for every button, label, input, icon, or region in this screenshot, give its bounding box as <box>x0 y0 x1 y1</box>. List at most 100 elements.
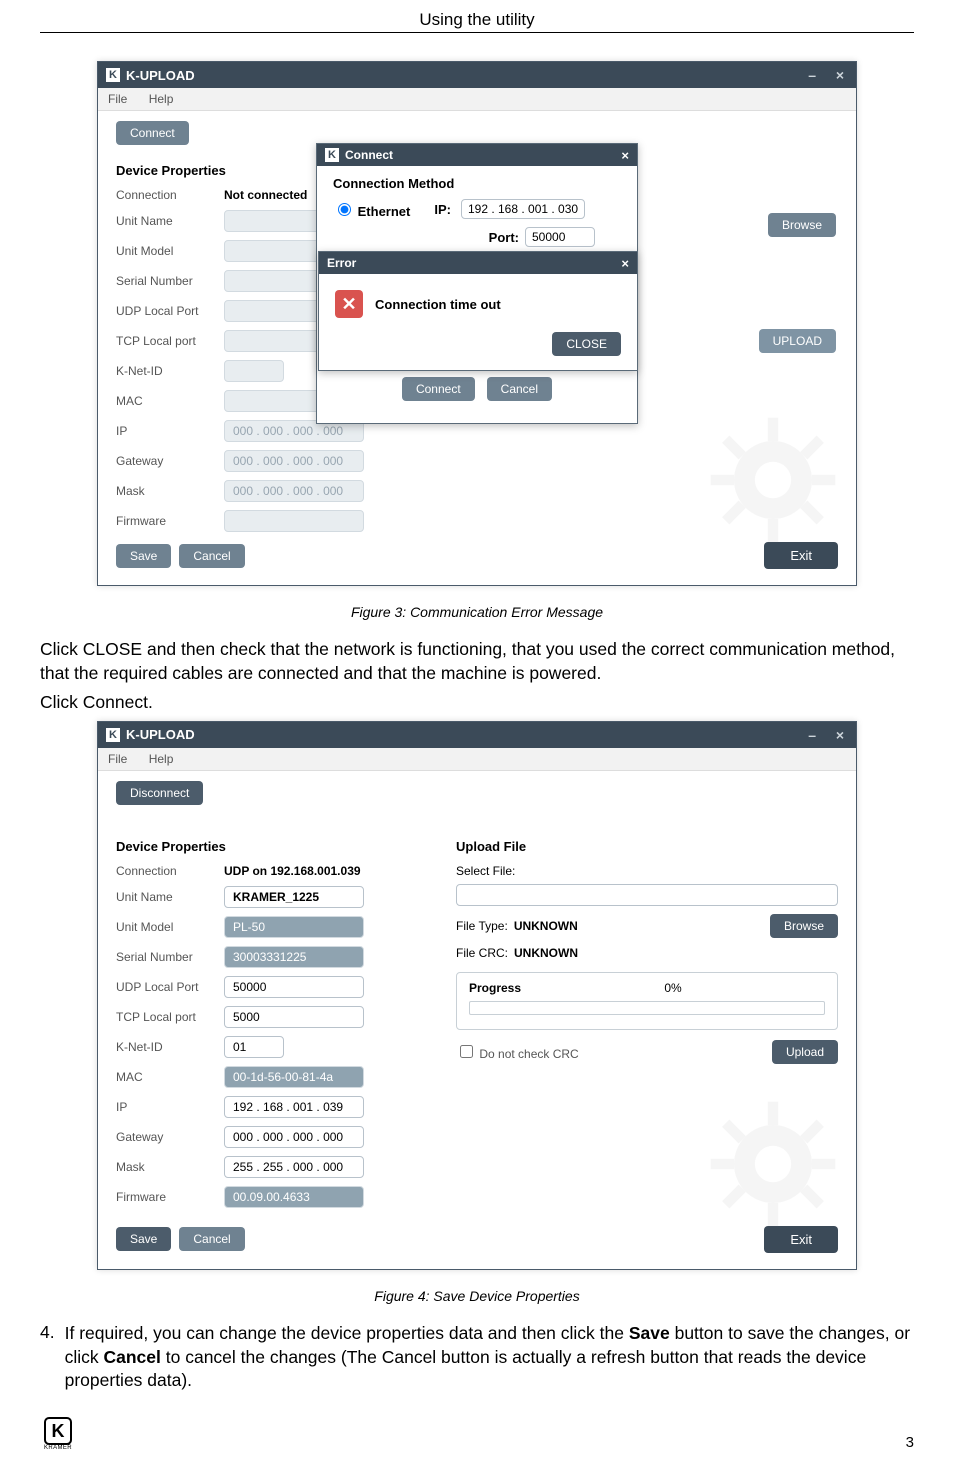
tcp-field-2[interactable]: 5000 <box>224 1006 364 1028</box>
tcp-label-2: TCP Local port <box>116 1010 224 1024</box>
exit-button-2[interactable]: Exit <box>764 1226 838 1253</box>
instruction-para-1: Click CLOSE and then check that the netw… <box>40 638 914 685</box>
ip-field-2[interactable]: 192 . 168 . 001 . 039 <box>224 1096 364 1118</box>
unit-name-field-2[interactable]: KRAMER_1225 <box>224 886 364 908</box>
error-message: Connection time out <box>375 297 501 312</box>
kramer-logo: K KRAMER <box>40 1407 76 1451</box>
mac-label: MAC <box>116 394 224 408</box>
mask-label: Mask <box>116 484 224 498</box>
browse-button[interactable]: Browse <box>768 213 836 237</box>
unit-model-label: Unit Model <box>116 244 224 258</box>
ethernet-radio[interactable]: Ethernet <box>333 200 410 219</box>
firmware-label-2: Firmware <box>116 1190 224 1204</box>
progress-box: Progress 0% <box>456 972 838 1030</box>
progress-label: Progress <box>469 981 521 995</box>
connect-modal-cancel-button[interactable]: Cancel <box>487 377 552 401</box>
ethernet-label: Ethernet <box>358 204 411 219</box>
gear-bg-icon-2 <box>708 1099 838 1229</box>
connection-method-heading: Connection Method <box>333 176 621 191</box>
browse-button-2[interactable]: Browse <box>770 914 838 938</box>
tcp-label: TCP Local port <box>116 334 224 348</box>
connect-dialog-logo-icon: K <box>325 148 339 162</box>
page-title: Using the utility <box>40 10 914 30</box>
port-input[interactable] <box>525 227 595 247</box>
error-icon: ✕ <box>335 290 363 318</box>
knet-label-2: K-Net-ID <box>116 1040 224 1054</box>
unit-model-field-2: PL-50 <box>224 916 364 938</box>
page-number: 3 <box>906 1434 914 1451</box>
menu-file[interactable]: File <box>108 92 127 106</box>
titlebar-2: K K-UPLOAD – × <box>98 722 856 748</box>
window-buttons[interactable]: – × <box>808 67 848 83</box>
gateway-label: Gateway <box>116 454 224 468</box>
mask-field: 000 . 000 . 000 . 000 <box>224 480 364 502</box>
app-logo-icon-2: K <box>106 728 120 742</box>
save-button-2[interactable]: Save <box>116 1227 171 1251</box>
knet-field-2[interactable]: 01 <box>224 1036 284 1058</box>
device-properties-heading-2: Device Properties <box>116 839 416 854</box>
error-dialog: Error × ✕ Connection time out CLOSE <box>318 251 638 371</box>
page-rule <box>40 32 914 33</box>
crc-checkbox-label: Do not check CRC <box>479 1047 578 1061</box>
error-dialog-title: Error <box>327 256 356 270</box>
udp-field-2[interactable]: 50000 <box>224 976 364 998</box>
exit-button[interactable]: Exit <box>764 542 838 569</box>
menu-help-2[interactable]: Help <box>149 752 174 766</box>
knet-label: K-Net-ID <box>116 364 224 378</box>
unit-name-label-2: Unit Name <box>116 890 224 904</box>
serial-label: Serial Number <box>116 274 224 288</box>
firmware-label: Firmware <box>116 514 224 528</box>
app-logo-icon: K <box>106 68 120 82</box>
gateway-field: 000 . 000 . 000 . 000 <box>224 450 364 472</box>
connection-value: Not connected <box>224 188 307 202</box>
gateway-field-2[interactable]: 000 . 000 . 000 . 000 <box>224 1126 364 1148</box>
connection-label-2: Connection <box>116 864 224 878</box>
unit-model-label-2: Unit Model <box>116 920 224 934</box>
mask-label-2: Mask <box>116 1160 224 1174</box>
error-close-button[interactable]: CLOSE <box>552 332 621 356</box>
udp-label: UDP Local Port <box>116 304 224 318</box>
gear-bg-icon <box>708 415 838 545</box>
menubar-2: File Help <box>98 748 856 771</box>
file-type-value: UNKNOWN <box>514 919 578 933</box>
file-crc-label: File CRC: <box>456 946 508 960</box>
error-dialog-close-icon[interactable]: × <box>621 256 629 271</box>
gateway-label-2: Gateway <box>116 1130 224 1144</box>
connect-dialog-close-icon[interactable]: × <box>621 148 629 163</box>
menu-help[interactable]: Help <box>149 92 174 106</box>
connect-modal-connect-button[interactable]: Connect <box>402 377 475 401</box>
app-title-2: K-UPLOAD <box>126 727 195 742</box>
save-button[interactable]: Save <box>116 544 171 568</box>
select-file-field[interactable] <box>456 884 838 906</box>
app-window-1: K K-UPLOAD – × File Help Connect Device … <box>97 61 857 586</box>
ip-input[interactable]: 192 . 168 . 001 . 030 <box>461 199 585 219</box>
step-4-text: If required, you can change the device p… <box>65 1322 914 1393</box>
upload-button-2[interactable]: Upload <box>772 1040 838 1064</box>
connect-button[interactable]: Connect <box>116 121 189 145</box>
upload-button[interactable]: UPLOAD <box>759 329 836 353</box>
progress-bar <box>469 1001 825 1015</box>
mac-field-2: 00-1d-56-00-81-4a <box>224 1066 364 1088</box>
firmware-field <box>224 510 364 532</box>
connection-value-2: UDP on 192.168.001.039 <box>224 864 361 878</box>
cancel-button[interactable]: Cancel <box>179 544 244 568</box>
step-4-number: 4. <box>40 1322 55 1393</box>
serial-label-2: Serial Number <box>116 950 224 964</box>
disconnect-button[interactable]: Disconnect <box>116 781 203 805</box>
figure-3-caption: Figure 3: Communication Error Message <box>40 604 914 620</box>
ip-label: IP <box>116 424 224 438</box>
progress-value: 0% <box>664 981 681 995</box>
figure-4-caption: Figure 4: Save Device Properties <box>40 1288 914 1304</box>
menu-file-2[interactable]: File <box>108 752 127 766</box>
serial-field-2: 30003331225 <box>224 946 364 968</box>
mask-field-2[interactable]: 255 . 255 . 000 . 000 <box>224 1156 364 1178</box>
file-crc-value: UNKNOWN <box>514 946 578 960</box>
menubar: File Help <box>98 88 856 111</box>
connection-label: Connection <box>116 188 224 202</box>
instruction-para-2: Click Connect. <box>40 691 914 715</box>
file-type-label: File Type: <box>456 919 508 933</box>
udp-label-2: UDP Local Port <box>116 980 224 994</box>
cancel-button-2[interactable]: Cancel <box>179 1227 244 1251</box>
window-buttons-2[interactable]: – × <box>808 727 848 743</box>
crc-checkbox[interactable]: Do not check CRC <box>456 1042 579 1061</box>
